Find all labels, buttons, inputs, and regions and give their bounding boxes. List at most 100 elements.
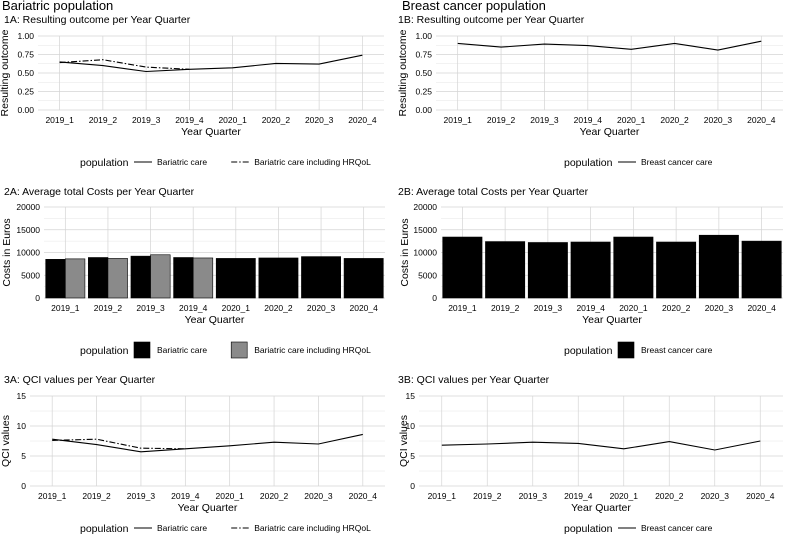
x-tick-label: 2019_3 <box>127 491 156 501</box>
y-tick-label: 15 <box>406 391 416 401</box>
chart-1b-title: 1B: Resulting outcome per Year Quarter <box>398 14 585 26</box>
x-axis-label: Year Quarter <box>185 314 245 326</box>
chart-3b: 3B: QCI values per Year Quarter 0 5 10 15 20… <box>398 372 787 546</box>
y-tick-label: 15 <box>17 391 27 401</box>
y-tick-label: 0 <box>432 293 437 303</box>
x-tick-label: 2019_2 <box>94 303 123 313</box>
legend-title: population <box>80 157 129 169</box>
chart-3a-title: 3A: QCI values per Year Quarter <box>4 374 156 386</box>
legend-label: Breast cancer care <box>641 523 713 533</box>
legend-label: Breast cancer care <box>641 345 713 355</box>
x-axis-label: Year Quarter <box>580 126 640 138</box>
x-tick-label: 2020_3 <box>705 303 734 313</box>
x-tick-label: 2019_1 <box>448 303 477 313</box>
chart-1b-svg: 0.00 0.25 0.50 0.75 1.00 2019_1 2019_2 2019_3 20… <box>397 29 783 169</box>
y-tick-label: 0.50 <box>17 68 34 78</box>
x-tick-label: 2019_4 <box>574 115 603 125</box>
x-tick-label: 2019_1 <box>444 115 473 125</box>
bar-bariatric-care-including-hrqol <box>192 257 214 299</box>
y-axis-label: Resulting outcome <box>397 29 409 116</box>
chart-2b-svg: 0 5000 10000 15000 20000 2019_1 2019_2 2019_3 20… <box>399 202 783 359</box>
chart-1a-title: 1A: Resulting outcome per Year Quarter <box>4 14 191 26</box>
y-tick-label: 15000 <box>16 225 40 235</box>
legend-title: population <box>564 523 613 535</box>
bar-breast-cancer-care <box>485 241 526 299</box>
x-tick-label: 2020_4 <box>747 303 776 313</box>
bar-breast-cancer-care <box>741 240 782 299</box>
bar-bariatric-care <box>173 257 194 299</box>
y-tick-label: 1.00 <box>415 31 432 41</box>
x-tick-label: 2020_2 <box>260 491 289 501</box>
x-tick-label: 2020_4 <box>348 115 377 125</box>
y-axis-label: Costs in Euros <box>1 218 13 286</box>
x-axis-label: Year Quarter <box>582 314 642 326</box>
legend-label: Bariatric care <box>157 345 207 355</box>
y-axis-label: Costs in Euros <box>399 218 411 286</box>
bar-breast-cancer-care <box>442 236 483 299</box>
legend-swatch <box>617 341 635 359</box>
bar-bariatric-care <box>343 258 384 299</box>
legend-title: population <box>564 157 613 169</box>
legend-label: Bariatric care <box>157 157 207 167</box>
x-tick-label: 2020_2 <box>264 303 293 313</box>
x-tick-label: 2020_3 <box>307 303 336 313</box>
y-tick-label: 5000 <box>21 270 40 280</box>
x-tick-label: 2019_4 <box>576 303 605 313</box>
x-tick-label: 2019_3 <box>132 115 161 125</box>
x-tick-label: 2019_3 <box>534 303 563 313</box>
x-tick-label: 2019_2 <box>82 491 111 501</box>
y-tick-label: 0.00 <box>17 105 34 115</box>
chart-2a-svg: 0 5000 10000 15000 20000 2019_1 2019_2 2019_3 20… <box>1 202 385 359</box>
x-axis-label: Year Quarter <box>178 502 238 514</box>
x-tick-label: 2019_4 <box>179 303 208 313</box>
y-tick-label: 1.00 <box>17 31 34 41</box>
x-tick-label: 2019_3 <box>519 491 548 501</box>
x-tick-label: 2019_3 <box>136 303 165 313</box>
series-line-bariatric-care-including-hrqol <box>52 438 186 450</box>
y-tick-label: 0 <box>35 293 40 303</box>
x-tick-label: 2019_4 <box>564 491 593 501</box>
chart-3a-svg: 0 5 10 15 2019_1 2019_2 2019_3 2019_4 2020_1 2020… <box>0 391 385 535</box>
x-tick-label: 2020_1 <box>619 303 648 313</box>
chart-3a: 3A: QCI values per Year Quarter 0 5 10 15 20… <box>0 372 390 546</box>
y-tick-label: 0.25 <box>17 87 34 97</box>
legend-swatch <box>133 341 151 359</box>
legend-label: Bariatric care including HRQoL <box>254 523 371 533</box>
x-tick-label: 2020_1 <box>610 491 639 501</box>
x-tick-label: 2019_2 <box>89 115 118 125</box>
legend-label: Breast cancer care <box>641 157 713 167</box>
y-tick-label: 0.50 <box>415 68 432 78</box>
x-tick-label: 2020_2 <box>662 303 691 313</box>
x-tick-label: 2019_2 <box>487 115 516 125</box>
x-tick-label: 2020_3 <box>305 115 334 125</box>
series-line-bariatric-care-including-hrqol <box>59 59 190 70</box>
x-tick-label: 2020_4 <box>349 491 378 501</box>
x-tick-label: 2019_2 <box>491 303 520 313</box>
x-tick-label: 2020_4 <box>746 491 775 501</box>
legend-title: population <box>80 523 129 535</box>
y-tick-label: 0.25 <box>415 87 432 97</box>
bar-bariatric-care <box>215 258 256 299</box>
x-tick-label: 2019_3 <box>530 115 559 125</box>
y-tick-label: 10000 <box>16 248 40 258</box>
y-tick-label: 0.75 <box>17 50 34 60</box>
y-tick-label: 10000 <box>413 248 437 258</box>
series-line-breast-cancer-care <box>457 40 762 51</box>
y-tick-label: 10 <box>406 421 416 431</box>
y-tick-label: 0 <box>21 481 26 491</box>
bar-breast-cancer-care <box>656 241 697 299</box>
y-tick-label: 20000 <box>16 202 40 212</box>
x-tick-label: 2020_1 <box>617 115 646 125</box>
legend-swatch <box>230 341 248 359</box>
chart-2b: 2B: Average total Costs per Year Quarter… <box>398 184 787 368</box>
bar-bariatric-care-including-hrqol <box>150 254 171 299</box>
y-tick-label: 20000 <box>413 202 437 212</box>
bar-breast-cancer-care <box>613 236 654 299</box>
y-tick-label: 5000 <box>418 270 437 280</box>
x-tick-label: 2020_2 <box>262 115 291 125</box>
y-axis-label: QCI values <box>0 415 12 467</box>
series-line-bariatric-care <box>52 433 363 453</box>
x-tick-label: 2020_4 <box>350 303 379 313</box>
chart-3b-svg: 0 5 10 15 2019_1 2019_2 2019_3 2019_4 2020_1 2020… <box>398 391 783 535</box>
series-line-bariatric-care <box>59 54 363 73</box>
